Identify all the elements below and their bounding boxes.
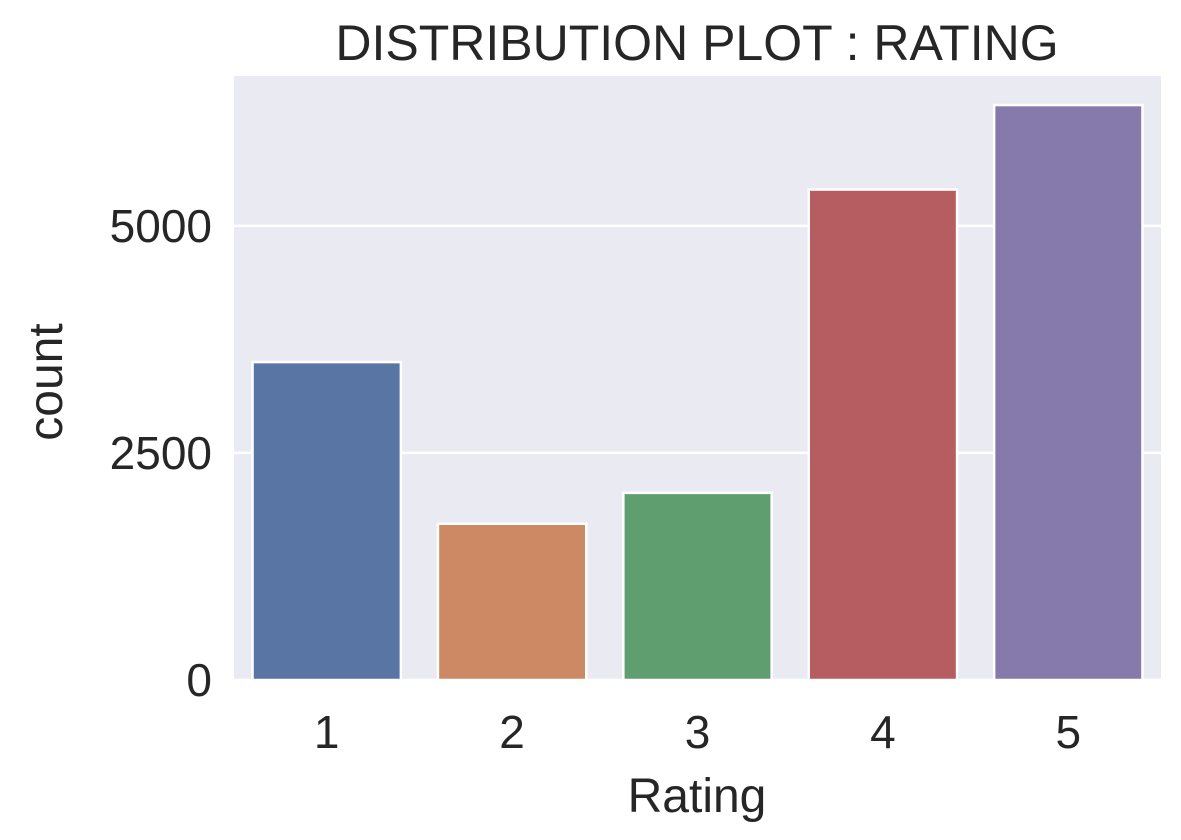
bar-rating-4 — [807, 188, 959, 682]
x-tick-label: 5 — [1056, 706, 1082, 758]
bar-rating-2 — [436, 522, 588, 682]
y-tick-label: 0 — [186, 654, 212, 706]
bar-rating-3 — [622, 491, 773, 682]
y-tick-label: 2500 — [110, 427, 212, 479]
chart-title: DISTRIBUTION PLOT : RATING — [335, 15, 1058, 71]
x-tick-label: 2 — [499, 706, 525, 758]
x-tick-labels: 1 2 3 4 5 — [314, 706, 1081, 758]
y-tick-label: 5000 — [110, 200, 212, 252]
x-tick-label: 3 — [685, 706, 711, 758]
x-tick-label: 1 — [314, 706, 340, 758]
y-axis-title: count — [20, 323, 73, 440]
y-tick-labels: 0 2500 5000 — [110, 200, 212, 706]
bar-rating-5 — [992, 103, 1144, 682]
bar-rating-1 — [251, 360, 403, 682]
x-tick-label: 4 — [870, 706, 896, 758]
x-axis-title: Rating — [628, 770, 767, 823]
bars — [251, 103, 1144, 682]
